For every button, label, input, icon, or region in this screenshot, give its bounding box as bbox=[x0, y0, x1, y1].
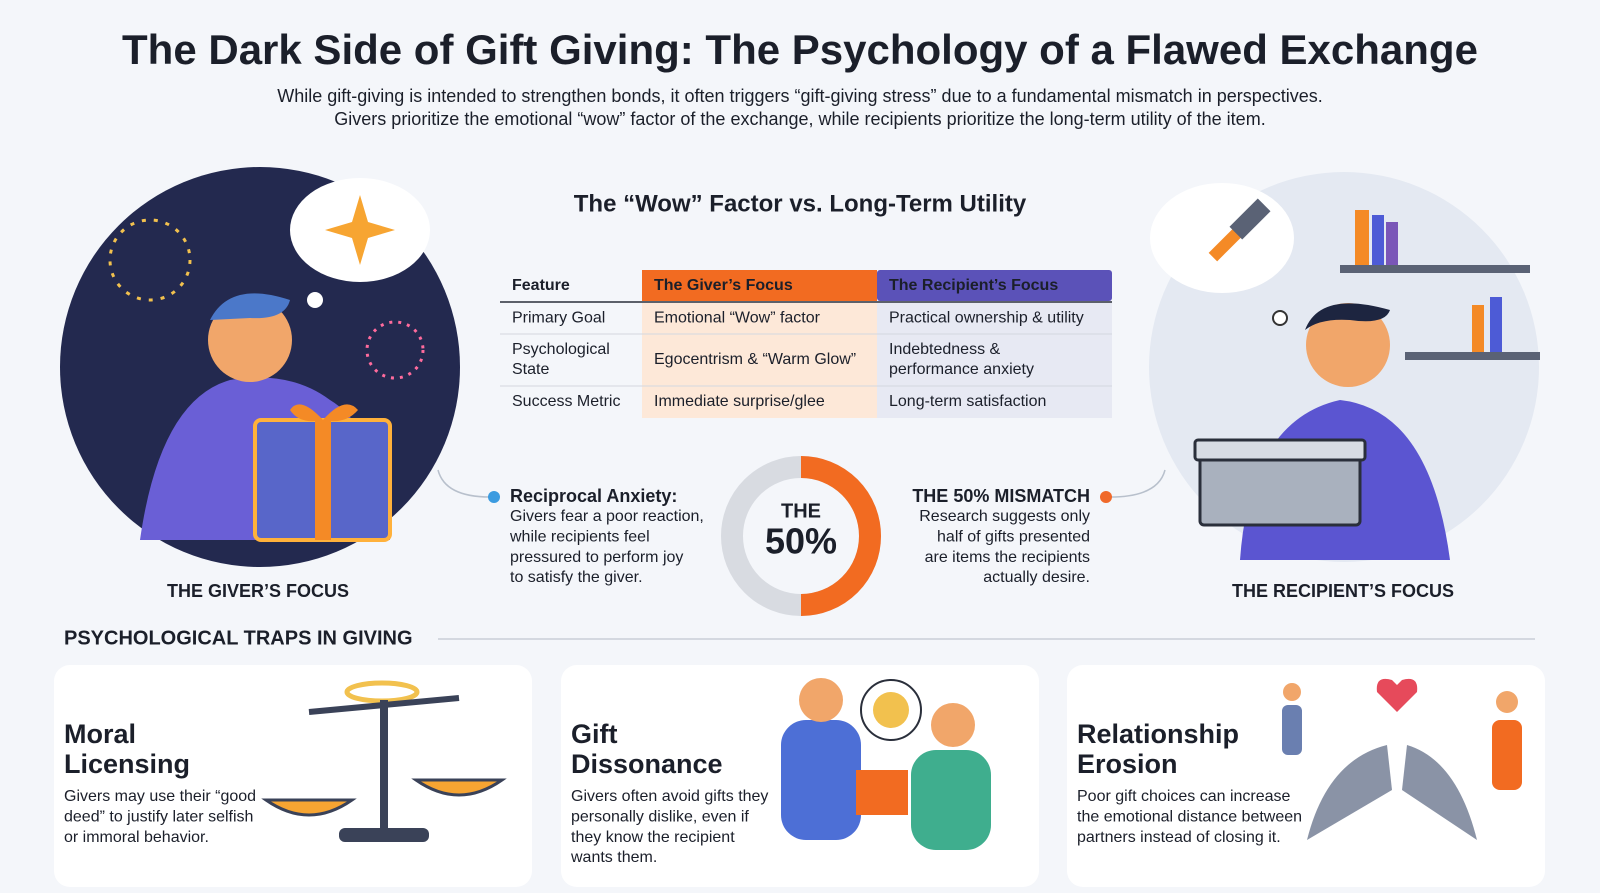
head bbox=[931, 703, 975, 747]
callout-title: Reciprocal Anxiety: bbox=[510, 486, 677, 506]
trap-text: they know the recipient bbox=[571, 829, 735, 846]
table-cell: Psychological bbox=[512, 341, 610, 358]
trap-text: personally dislike, even if bbox=[571, 809, 749, 826]
pan bbox=[261, 798, 357, 817]
callout-text: Research suggests only bbox=[919, 508, 1090, 525]
traps-title: PSYCHOLOGICAL TRAPS IN GIVING bbox=[64, 627, 413, 649]
table-body bbox=[877, 303, 1112, 418]
broken-bridge bbox=[1307, 745, 1392, 840]
table-header-cell bbox=[877, 270, 1112, 301]
trap-title: Dissonance bbox=[571, 749, 723, 779]
trap-text: deed” to justify later selfish bbox=[64, 809, 253, 826]
trap-text: Poor gift choices can increase bbox=[1077, 788, 1291, 805]
head bbox=[1496, 691, 1518, 713]
connector bbox=[437, 469, 491, 498]
person bbox=[911, 750, 991, 850]
recipient-label: THE RECIPIENT’S FOCUS bbox=[1232, 581, 1454, 601]
trap-text: or immoral behavior. bbox=[64, 829, 209, 846]
trap-title: Licensing bbox=[64, 749, 190, 779]
trap-card bbox=[1067, 665, 1545, 887]
table-cell: Immediate surprise/glee bbox=[654, 393, 825, 410]
trap-title: Erosion bbox=[1077, 749, 1178, 779]
person bbox=[1282, 705, 1302, 755]
broken-heart bbox=[1376, 678, 1418, 712]
table-cell: Primary Goal bbox=[512, 310, 605, 327]
callout-text: pressured to perform joy bbox=[510, 549, 683, 566]
person bbox=[1492, 720, 1522, 790]
table-cell: Emotional “Wow” factor bbox=[654, 310, 821, 327]
table-cell: Long-term satisfaction bbox=[889, 393, 1046, 410]
dynamic-content: While gift-giving is intended to strengt… bbox=[54, 86, 1545, 887]
table-header-cell bbox=[642, 270, 877, 301]
head bbox=[799, 678, 843, 722]
giver-label: THE GIVER’S FOCUS bbox=[167, 581, 349, 601]
bullet bbox=[488, 491, 500, 503]
callout-text: Givers fear a poor reaction, bbox=[510, 508, 704, 525]
person bbox=[781, 720, 861, 840]
table-header: The Giver’s Focus bbox=[654, 277, 793, 294]
subtitle: Givers prioritize the emotional “wow” fa… bbox=[334, 109, 1265, 129]
head bbox=[1283, 683, 1301, 701]
pan bbox=[411, 778, 507, 797]
giver-illustration bbox=[60, 167, 460, 567]
callout-text: are items the recipients bbox=[925, 549, 1090, 566]
callout-text: actually desire. bbox=[983, 569, 1090, 586]
trap-text: partners instead of closing it. bbox=[1077, 829, 1281, 846]
trap-title: Moral bbox=[64, 719, 136, 749]
bullet bbox=[1100, 491, 1112, 503]
trap-title: Gift bbox=[571, 719, 618, 749]
emoji bbox=[873, 692, 909, 728]
donut-label: 50% bbox=[765, 521, 837, 562]
comparison-title: The “Wow” Factor vs. Long-Term Utility bbox=[574, 190, 1027, 217]
table-body bbox=[642, 303, 877, 418]
title: The Dark Side of Gift Giving: The Psycho… bbox=[122, 26, 1478, 73]
callout-text: while recipients feel bbox=[509, 529, 650, 546]
recipient-illustration bbox=[1149, 172, 1540, 562]
callout-text: to satisfy the giver. bbox=[510, 569, 643, 586]
table-cell: Egocentrism & “Warm Glow” bbox=[654, 351, 856, 368]
trap-text: Givers may use their “good bbox=[64, 788, 256, 805]
table-cell: State bbox=[512, 361, 549, 378]
donut-caption: THE bbox=[781, 500, 821, 522]
connector bbox=[1109, 469, 1166, 498]
subtitle: While gift-giving is intended to strengt… bbox=[277, 86, 1323, 106]
trap-title: Relationship bbox=[1077, 719, 1239, 749]
table-cell: Success Metric bbox=[512, 393, 620, 410]
trap-text: the emotional distance between bbox=[1077, 809, 1302, 826]
table-cell: performance anxiety bbox=[889, 361, 1034, 378]
trap-text: Givers often avoid gifts they bbox=[571, 788, 768, 805]
gift bbox=[856, 770, 908, 815]
callout-title: THE 50% MISMATCH bbox=[912, 486, 1090, 506]
trap-text: wants them. bbox=[570, 849, 657, 866]
table-header: Feature bbox=[512, 277, 570, 294]
table-header: The Recipient’s Focus bbox=[889, 277, 1058, 294]
broken-bridge bbox=[1402, 745, 1477, 840]
callout-text: half of gifts presented bbox=[937, 529, 1090, 546]
table-cell: Indebtedness & bbox=[889, 341, 1001, 358]
scale-base bbox=[339, 828, 429, 842]
donut-segment bbox=[800, 456, 881, 616]
table-cell: Practical ownership & utility bbox=[889, 310, 1084, 327]
